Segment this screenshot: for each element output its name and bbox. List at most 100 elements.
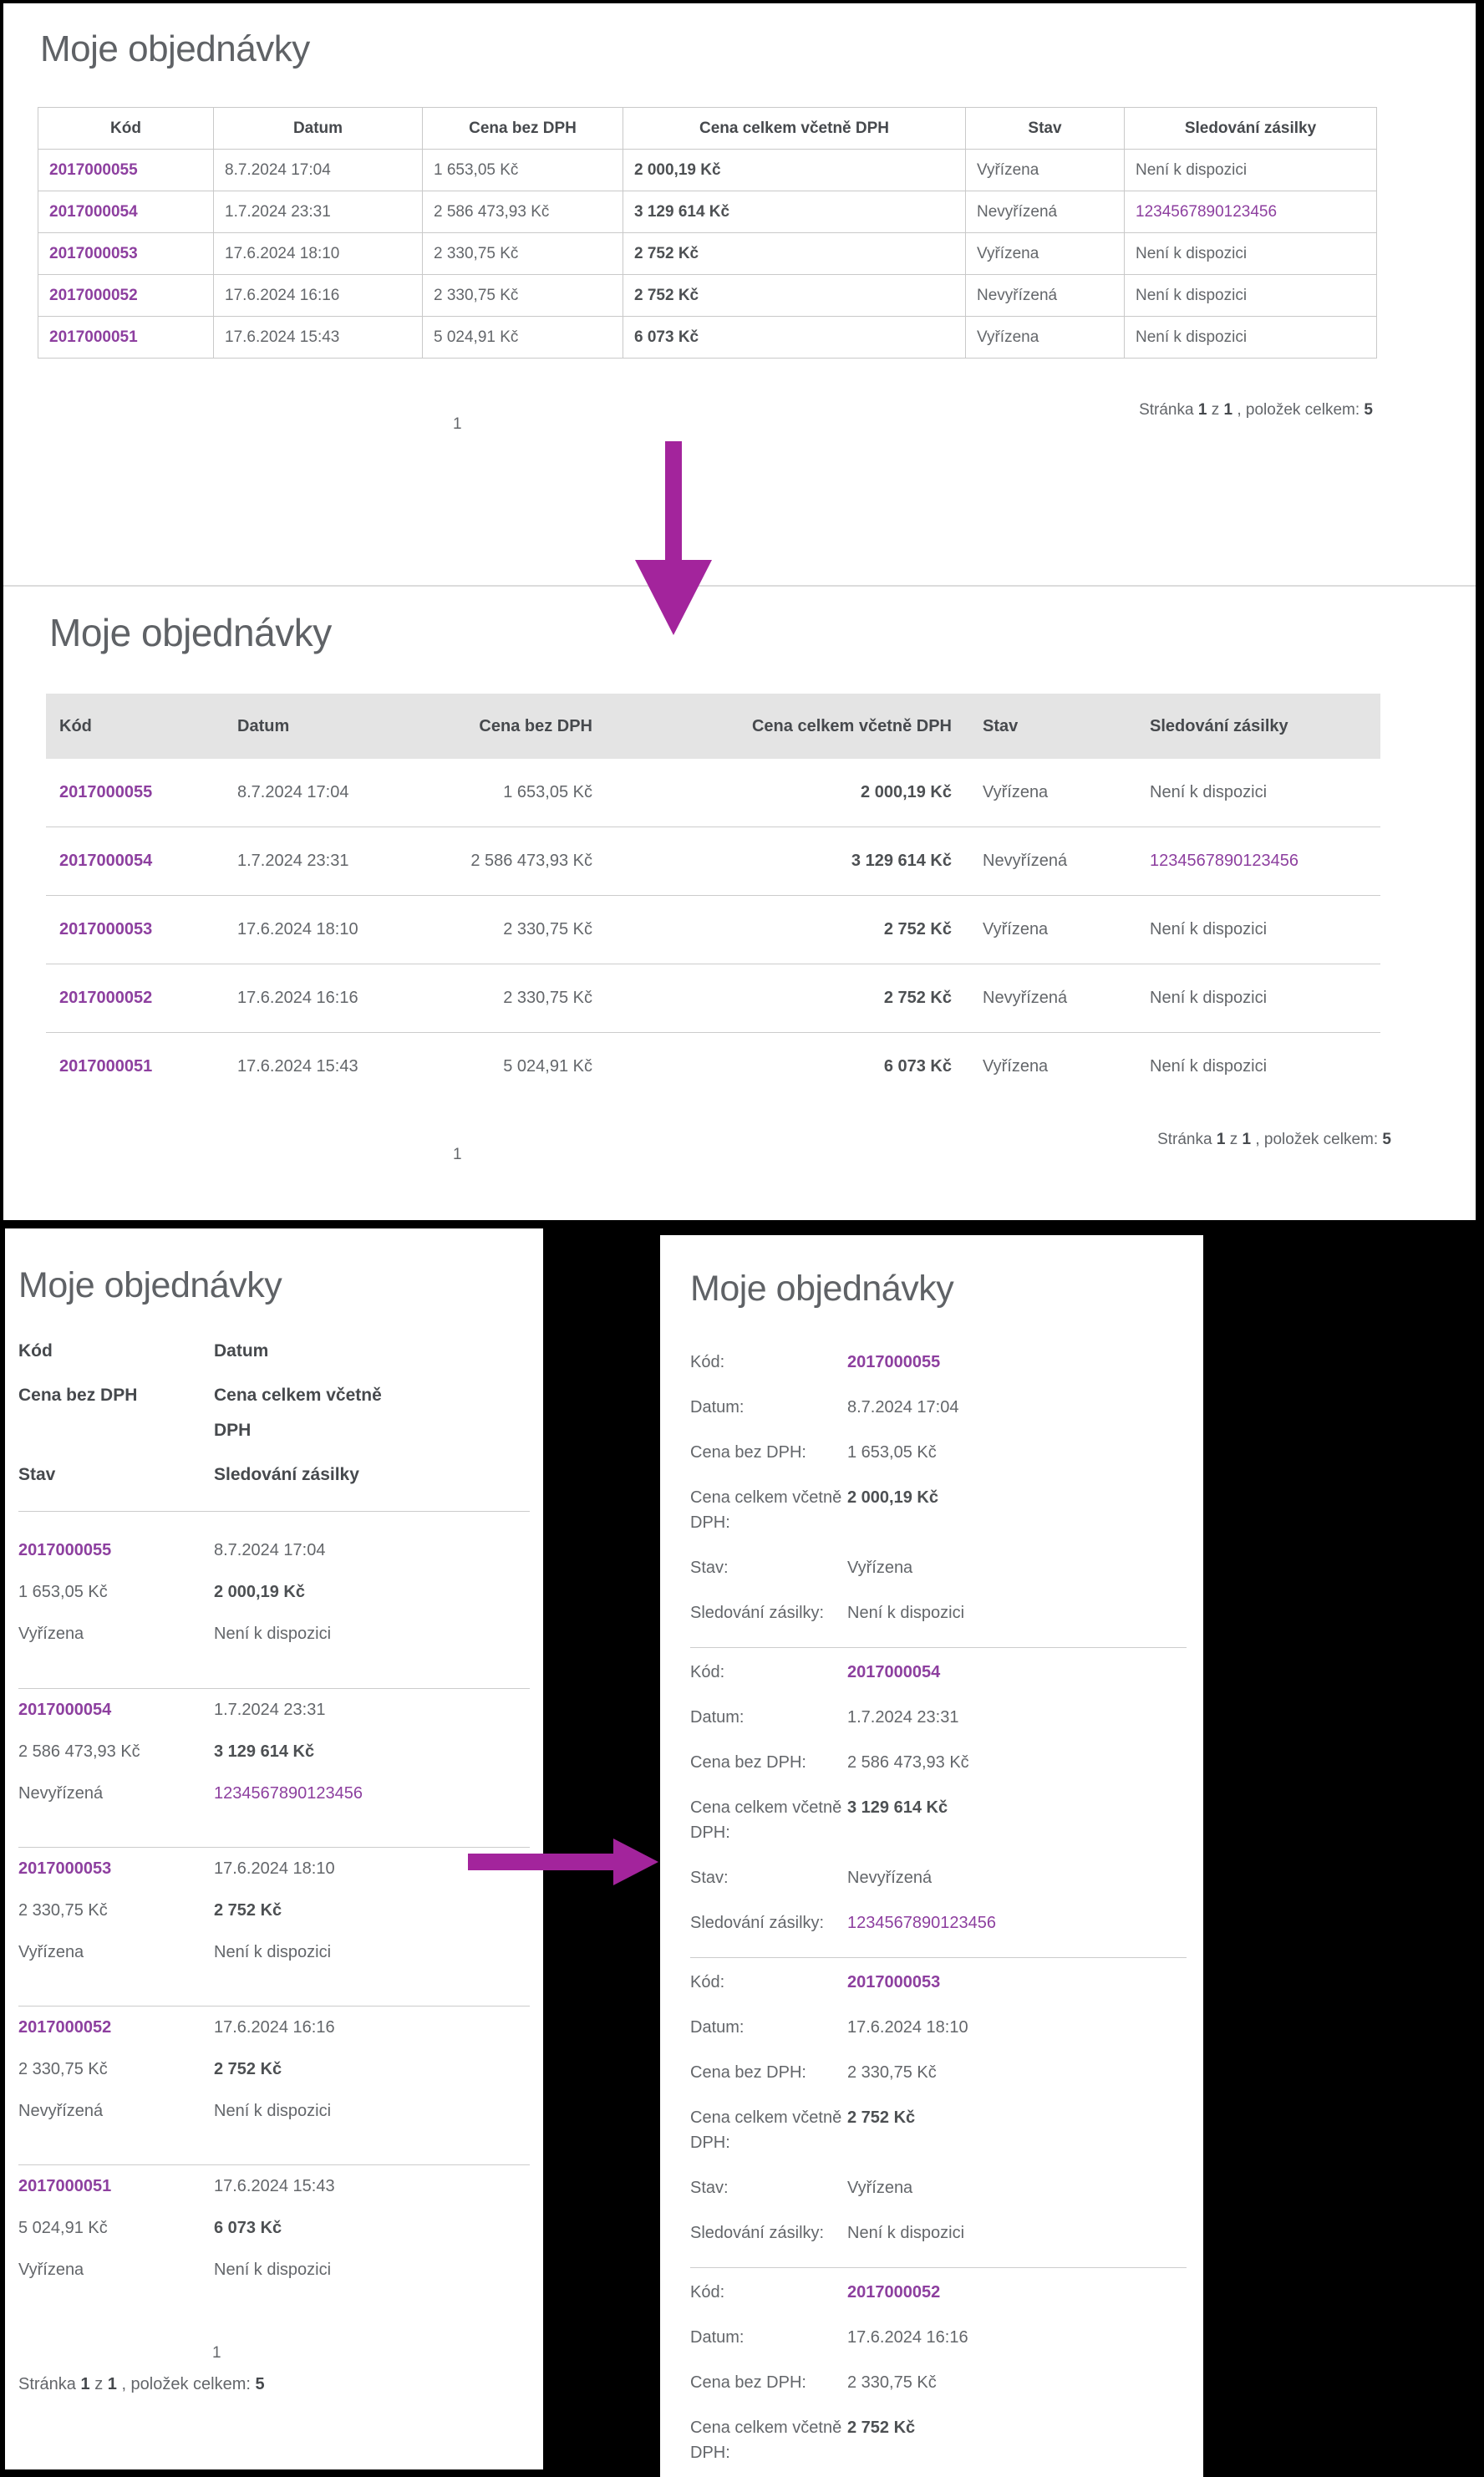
order-code-link[interactable]: 2017000055 xyxy=(18,1540,112,1559)
field-label-price-net: Cena bez DPH: xyxy=(690,1753,806,1772)
order-code-link[interactable]: 2017000052 xyxy=(38,274,214,317)
order-price-net: 5 024,91 Kč xyxy=(503,1057,592,1076)
col-header-price-total: Cena celkem včetně DPH xyxy=(214,1386,382,1440)
order-price-total: 2 000,19 Kč xyxy=(847,1488,938,1507)
page-title: Moje objednávky xyxy=(40,28,310,69)
order-status: Vyřízena xyxy=(983,920,1049,938)
mobile-header-line: Stav Sledování zásilky xyxy=(18,1457,530,1493)
table-row: Kód: 2017000053 Datum: 17.6.2024 18:10 Cen… xyxy=(690,1957,1187,2267)
order-price-total: 2 752 Kč xyxy=(847,2108,916,2127)
col-header-status: Stav xyxy=(18,1465,56,1484)
order-code-link[interactable]: 2017000051 xyxy=(59,1057,153,1076)
order-price-net: 2 330,75 Kč xyxy=(503,989,592,1007)
field-label-price-net: Cena bez DPH: xyxy=(690,2373,806,2392)
order-code-link[interactable]: 2017000053 xyxy=(847,1973,941,1991)
order-tracking-link[interactable]: 1234567890123456 xyxy=(1124,191,1377,233)
order-price-total: 3 129 614 Kč xyxy=(851,852,952,870)
field-label-code: Kód: xyxy=(690,1353,725,1371)
field-label-code: Kód: xyxy=(690,1663,725,1681)
order-tracking: Není k dispozici xyxy=(1150,1057,1268,1076)
order-price-net: 1 653,05 Kč xyxy=(18,1582,108,1601)
order-price-net: 2 586 473,93 Kč xyxy=(470,852,592,870)
order-price-total: 6 073 Kč xyxy=(883,1057,952,1076)
pagination-summary: Stránka 1 z 1 , položek celkem: 5 xyxy=(1157,1131,1391,1148)
order-code-link[interactable]: 2017000055 xyxy=(38,149,214,191)
col-header-price-net: Cena bez DPH xyxy=(479,717,592,735)
order-code-link[interactable]: 2017000053 xyxy=(59,920,153,938)
order-code-link[interactable]: 2017000052 xyxy=(847,2283,941,2302)
order-date: 8.7.2024 17:04 xyxy=(214,1540,326,1559)
order-code-link[interactable]: 2017000054 xyxy=(59,852,153,870)
order-code-link[interactable]: 2017000053 xyxy=(18,1859,112,1878)
field-label-code: Kód: xyxy=(690,2283,725,2302)
table-header-row: Kód Datum Cena bez DPH Cena celkem včetn… xyxy=(38,107,1377,150)
order-code-link[interactable]: 2017000055 xyxy=(59,783,153,801)
mobile-header-line: Kód Datum xyxy=(18,1334,530,1369)
col-header-tracking: Sledování zásilky xyxy=(1150,717,1288,735)
order-tracking-link[interactable]: 1234567890123456 xyxy=(1150,852,1298,870)
table-row: 2017000055 8.7.2024 17:04 1 653,05 Kč 2 … xyxy=(38,149,1377,191)
orders-table-styled: 2017000055 8.7.2024 17:04 1 653,05 Kč 2 … xyxy=(46,759,1380,1101)
order-tracking: Není k dispozici xyxy=(847,1604,965,1622)
mobile-records: 2017000055 8.7.2024 17:04 1 653,05 Kč 2 00… xyxy=(18,1529,530,2323)
col-header-code: Kód xyxy=(18,1341,53,1361)
order-tracking: Není k dispozici xyxy=(214,2260,332,2279)
field-label-price-total: Cena celkem včetně DPH: xyxy=(690,2108,842,2152)
field-label-price-total: Cena celkem včetně DPH: xyxy=(690,1488,842,1532)
transform-arrow-down-icon xyxy=(635,441,713,635)
order-price-total: 2 752 Kč xyxy=(623,232,966,275)
order-tracking: Není k dispozici xyxy=(1150,989,1268,1007)
order-date: 17.6.2024 15:43 xyxy=(214,2176,335,2195)
desktop-sheet: Moje objednávky Kód Datum Cena bez DPH C… xyxy=(3,3,1476,1220)
order-tracking-link[interactable]: 1234567890123456 xyxy=(214,1783,363,1803)
col-header-price-total: Cena celkem včetně DPH xyxy=(751,717,952,735)
table-row: 2017000055 8.7.2024 17:04 1 653,05 Kč 2 … xyxy=(46,759,1380,827)
order-status: Nevyřízená xyxy=(847,1869,933,1887)
table-row: Kód: 2017000055 Datum: 8.7.2024 17:04 Cena… xyxy=(690,1338,1187,1647)
order-status: Nevyřízená xyxy=(18,2101,104,2120)
page-number-button[interactable]: 1 xyxy=(453,415,462,433)
table-row: 2017000052 17.6.2024 16:16 2 330,75 Kč 2… xyxy=(46,964,1380,1032)
field-label-tracking: Sledování zásilky: xyxy=(690,2224,825,2242)
field-label-date: Datum: xyxy=(690,1398,745,1417)
col-header-tracking: Sledování zásilky xyxy=(214,1465,359,1484)
order-code-link[interactable]: 2017000054 xyxy=(847,1663,941,1681)
order-status: Vyřízena xyxy=(847,2179,913,2197)
order-price-net: 2 586 473,93 Kč xyxy=(18,1742,140,1761)
order-tracking: Není k dispozici xyxy=(1124,274,1377,317)
page-number-button[interactable]: 1 xyxy=(453,1146,462,1163)
table-row: 2017000053 17.6.2024 18:10 2 330,75 Kč 2… xyxy=(46,895,1380,964)
table-row: Kód: 2017000054 Datum: 1.7.2024 23:31 Cena… xyxy=(690,1647,1187,1957)
table-row: 2017000052 17.6.2024 16:16 2 330,75 Kč 2… xyxy=(38,274,1377,317)
order-tracking: Není k dispozici xyxy=(1124,149,1377,191)
order-tracking: Není k dispozici xyxy=(847,2224,965,2242)
order-code-link[interactable]: 2017000053 xyxy=(38,232,214,275)
field-label-status: Stav: xyxy=(690,1869,729,1887)
order-status: Vyřízena xyxy=(18,2260,84,2279)
orders-table-basic: Kód Datum Cena bez DPH Cena celkem včetn… xyxy=(38,107,1377,359)
page-number-button[interactable]: 1 xyxy=(212,2344,221,2362)
order-price-total: 2 752 Kč xyxy=(214,2059,282,2078)
col-header-price-net: Cena bez DPH xyxy=(18,1386,138,1405)
order-price-net: 2 330,75 Kč xyxy=(847,2373,937,2392)
order-status: Vyřízena xyxy=(965,149,1125,191)
order-code-link[interactable]: 2017000051 xyxy=(38,316,214,359)
table-row: 2017000051 17.6.2024 15:43 5 024,91 Kč 6… xyxy=(38,316,1377,359)
field-label-price-total: Cena celkem včetně DPH: xyxy=(690,1798,842,1842)
order-code-link[interactable]: 2017000054 xyxy=(38,191,214,233)
table-row: 2017000054 1.7.2024 23:31 2 586 473,93 K… xyxy=(38,191,1377,233)
order-code-link[interactable]: 2017000055 xyxy=(847,1353,941,1371)
order-code-link[interactable]: 2017000054 xyxy=(18,1700,112,1719)
col-header-date: Datum xyxy=(214,1341,269,1361)
order-date: 1.7.2024 23:31 xyxy=(213,191,423,233)
order-price-total: 6 073 Kč xyxy=(623,316,966,359)
order-code-link[interactable]: 2017000052 xyxy=(59,989,153,1007)
pagination-summary: Stránka 1 z 1 , položek celkem: 5 xyxy=(18,2375,265,2393)
order-code-link[interactable]: 2017000052 xyxy=(18,2017,112,2037)
order-date: 17.6.2024 16:16 xyxy=(213,274,423,317)
order-code-link[interactable]: 2017000051 xyxy=(18,2176,112,2195)
col-header-date: Datum xyxy=(237,717,290,735)
order-tracking-link[interactable]: 1234567890123456 xyxy=(847,1914,996,1932)
order-price-net: 2 330,75 Kč xyxy=(503,920,592,938)
order-price-net: 5 024,91 Kč xyxy=(18,2218,108,2237)
